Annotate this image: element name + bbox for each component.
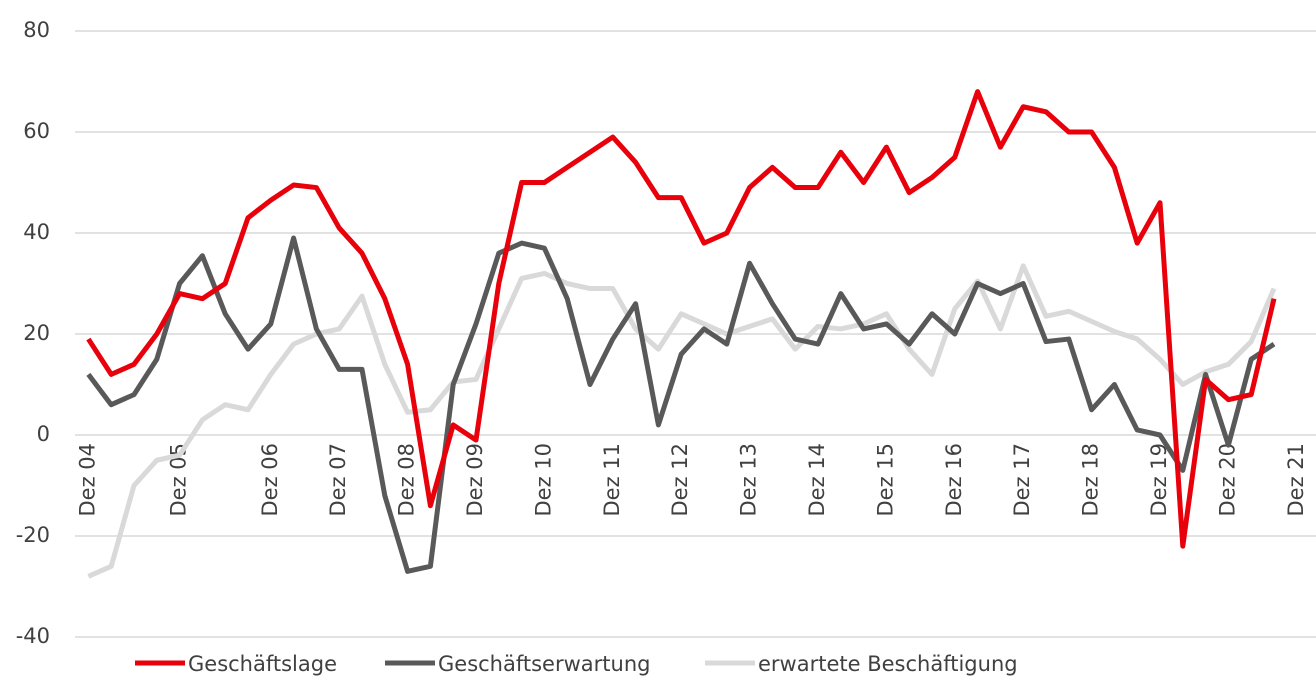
y-tick-label: 80 (23, 18, 50, 42)
x-tick-label: Dez 12 (668, 443, 692, 517)
x-tick-label: Dez 21 (1284, 443, 1308, 517)
y-tick-label: 20 (23, 321, 50, 345)
x-tick-label: Dez 17 (1010, 443, 1034, 517)
x-tick-label: Dez 04 (75, 443, 99, 517)
x-tick-label: Dez 18 (1079, 443, 1103, 517)
x-tick-label: Dez 14 (805, 443, 829, 517)
x-tick-label: Dez 15 (873, 443, 897, 517)
x-tick-label: Dez 19 (1147, 443, 1171, 517)
legend-label: Geschäftserwartung (438, 652, 650, 676)
x-tick-label: Dez 16 (942, 443, 966, 517)
series-line (86, 235, 1276, 574)
legend-label: erwartete Beschäftigung (758, 652, 1018, 676)
x-tick-label: Dez 13 (737, 443, 761, 517)
y-tick-label: -40 (16, 624, 50, 648)
x-tick-label: Dez 09 (463, 443, 487, 517)
y-tick-label: -20 (16, 523, 50, 547)
x-tick-label: Dez 08 (395, 443, 419, 517)
series-line (87, 263, 1277, 579)
x-tick-label: Dez 07 (326, 443, 350, 517)
y-tick-label: 60 (23, 119, 50, 143)
x-tick-label: Dez 11 (600, 443, 624, 517)
x-tick-label: Dez 06 (258, 443, 282, 517)
x-tick-label: Dez 10 (531, 443, 555, 517)
y-tick-label: 40 (23, 220, 50, 244)
x-tick-label: Dez 20 (1215, 443, 1239, 517)
legend-label: Geschäftslage (188, 652, 337, 676)
series-line (86, 89, 1277, 549)
y-tick-label: 0 (37, 422, 50, 446)
